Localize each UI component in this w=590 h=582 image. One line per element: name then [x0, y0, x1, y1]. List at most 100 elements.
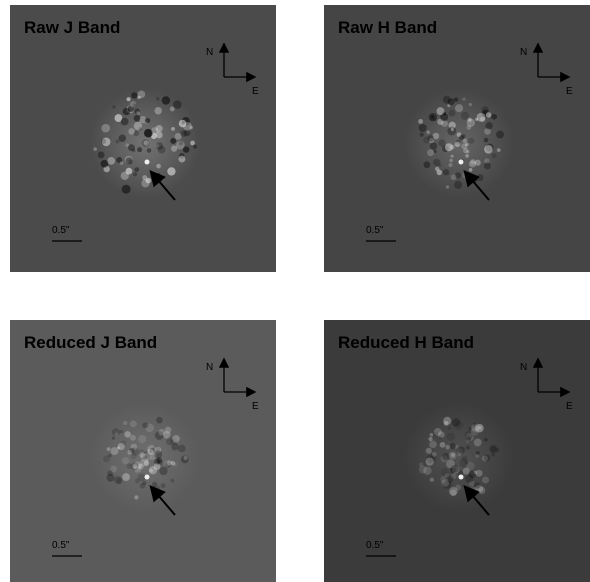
speckle — [150, 133, 157, 139]
speckle — [132, 172, 138, 177]
speckle — [450, 452, 456, 458]
speckle — [454, 104, 464, 113]
speckle — [432, 132, 440, 140]
speckle — [120, 117, 129, 126]
speckle — [468, 137, 475, 144]
speckle — [165, 438, 174, 446]
speckle — [470, 158, 476, 165]
speckle — [474, 424, 484, 433]
speckle — [466, 118, 476, 127]
speckle — [485, 112, 492, 118]
speckle — [464, 142, 469, 147]
speckle — [155, 131, 163, 139]
speckle — [155, 125, 163, 133]
scale-label: 0.5" — [52, 540, 70, 551]
speckle — [132, 465, 137, 470]
compass-e-label: E — [566, 401, 573, 412]
speckle — [130, 443, 138, 451]
speckle — [170, 461, 176, 466]
speckle — [145, 177, 152, 184]
speckle — [97, 151, 105, 159]
speckle — [183, 455, 188, 461]
speckle — [181, 117, 190, 126]
speckle — [465, 461, 475, 471]
speckle — [141, 139, 150, 148]
speckle — [468, 103, 472, 107]
pointer-arrow — [149, 484, 176, 516]
speckle — [153, 458, 161, 465]
speckle — [114, 114, 123, 122]
halo — [90, 403, 200, 513]
speckle — [147, 448, 154, 456]
speckle — [182, 146, 190, 153]
speckle — [462, 138, 468, 143]
speckle — [481, 109, 490, 118]
compass-n-label: N — [520, 47, 527, 58]
speckle — [151, 481, 158, 488]
speckle — [438, 164, 442, 168]
speckle — [170, 478, 175, 483]
speckle — [452, 466, 460, 474]
speckle — [467, 117, 472, 123]
pointer-arrow — [463, 484, 490, 516]
speckle — [466, 439, 470, 443]
speckle — [440, 475, 449, 484]
companion — [458, 159, 464, 165]
speckle — [458, 134, 465, 141]
speckle — [426, 130, 430, 134]
speckle — [491, 153, 497, 159]
speckle — [470, 427, 479, 436]
speckle — [468, 480, 475, 487]
speckle — [450, 471, 454, 475]
speckle — [101, 123, 111, 133]
speckle — [165, 462, 171, 468]
speckle — [419, 132, 424, 137]
speckle — [125, 143, 129, 147]
speckle — [464, 461, 468, 465]
panel: N E Reduced H Band 0.5" — [324, 320, 590, 582]
speckle — [107, 470, 113, 477]
speckle — [425, 447, 432, 454]
speckle — [460, 111, 470, 120]
speckle — [427, 149, 435, 157]
speckle — [119, 161, 124, 165]
speckle — [112, 105, 116, 109]
speckle — [127, 105, 135, 112]
speckle — [433, 149, 437, 153]
speckle — [178, 119, 187, 128]
speckle — [485, 143, 494, 152]
speckle — [445, 185, 450, 189]
speckle — [110, 465, 118, 473]
speckle — [466, 150, 470, 154]
speckle — [138, 448, 145, 456]
speckle — [484, 127, 491, 135]
speckle — [441, 479, 450, 487]
speckle — [443, 416, 452, 425]
speckle — [110, 447, 119, 456]
speckle — [156, 458, 163, 465]
pointer-arrow — [149, 169, 176, 201]
speckle — [147, 444, 157, 454]
speckle — [425, 457, 434, 466]
speckle — [432, 158, 441, 167]
speckle — [437, 431, 445, 438]
speckle — [455, 139, 461, 145]
speckle — [143, 450, 152, 459]
speckle — [172, 100, 182, 109]
speckle — [171, 443, 179, 451]
speckle — [448, 162, 453, 168]
panel: N E Raw H Band 0.5" — [324, 5, 590, 272]
speckle — [123, 420, 128, 426]
speckle — [138, 434, 147, 444]
speckle — [451, 418, 461, 427]
speckle — [137, 90, 146, 99]
speckle — [116, 446, 121, 450]
speckle — [143, 128, 153, 138]
speckle — [125, 167, 133, 175]
speckle — [131, 92, 138, 99]
speckle — [178, 141, 184, 146]
speckle — [154, 450, 163, 459]
speckle — [139, 115, 147, 124]
panel-title: Raw J Band — [24, 18, 120, 37]
speckle — [465, 433, 474, 442]
